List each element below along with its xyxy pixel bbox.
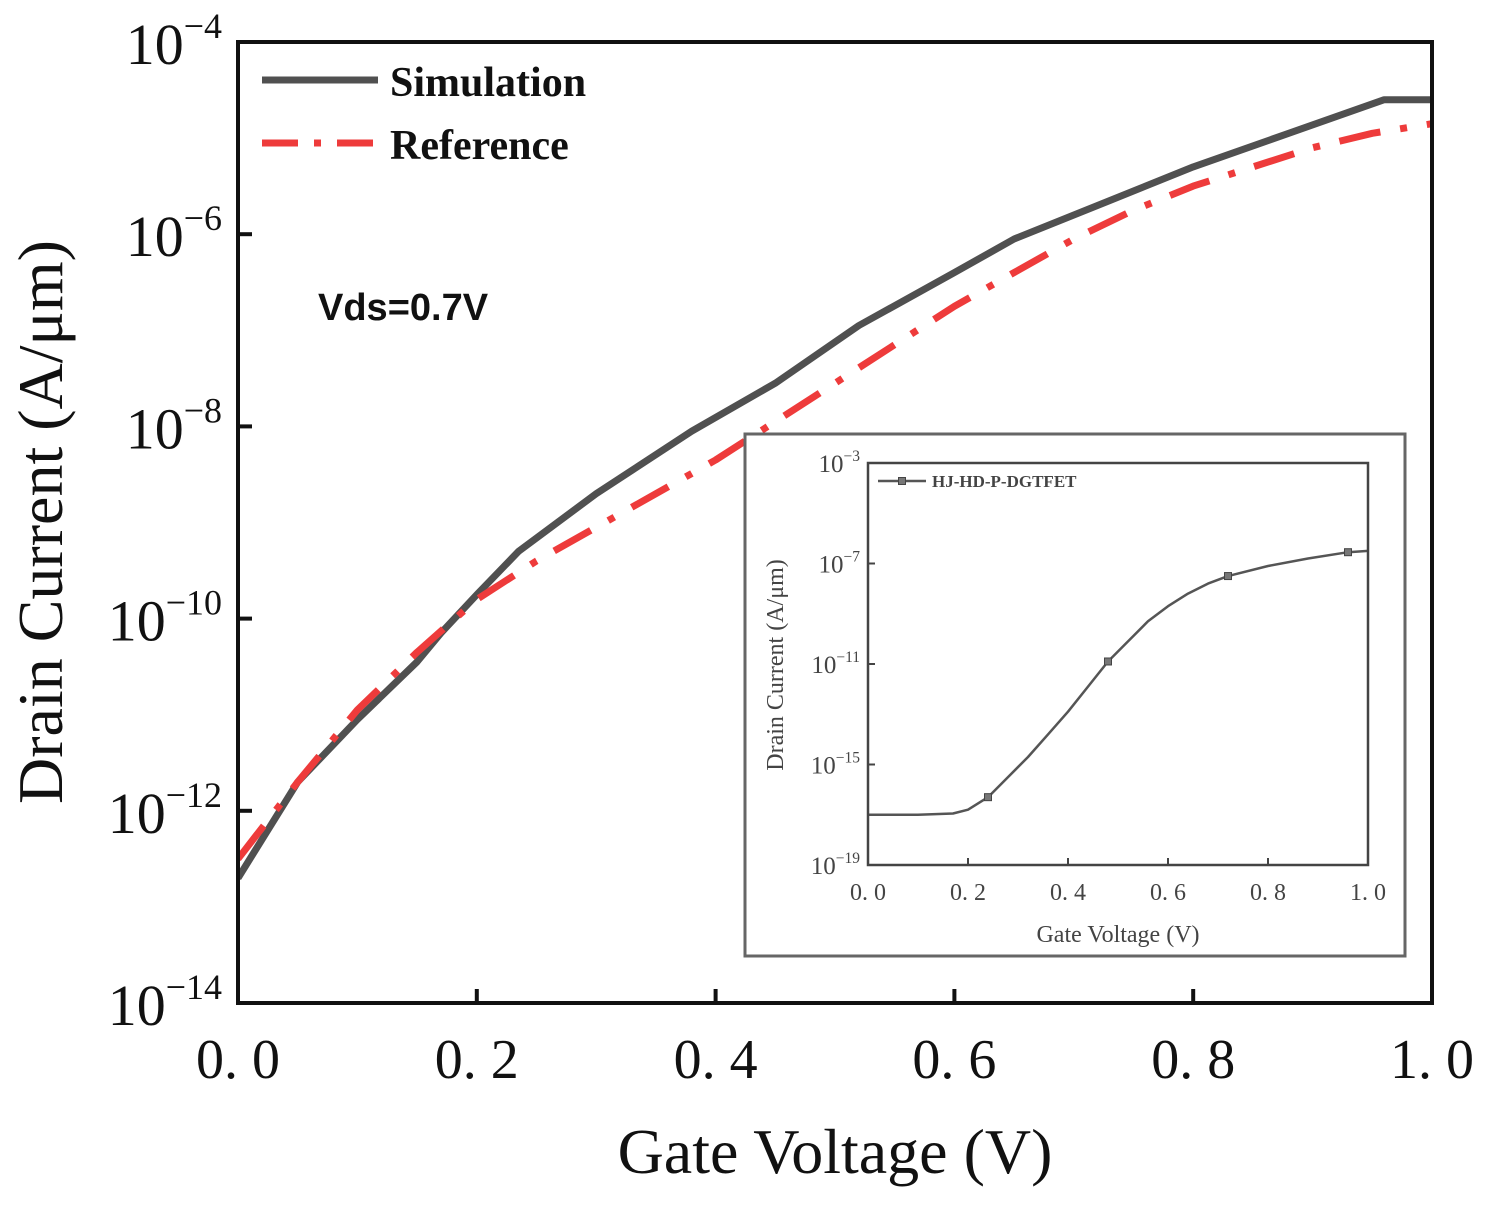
y-tick-label: 10−12 <box>108 775 222 846</box>
main-plot-frame <box>236 40 1434 1005</box>
y-tick-label: 10−8 <box>126 390 222 461</box>
x-tick-label: 0. 0 <box>196 1029 280 1091</box>
inset-y-tick-label: 10−19 <box>811 850 860 880</box>
x-tick-label: 0. 2 <box>435 1029 519 1091</box>
inset-x-tick-label: 0. 0 <box>850 880 886 906</box>
legend-label-reference: Reference <box>390 123 569 169</box>
inset-x-tick-label: 1. 0 <box>1350 880 1386 906</box>
x-tick-label: 0. 4 <box>674 1029 758 1091</box>
inset-legend-label: HJ-HD-P-DGTFET <box>932 472 1077 491</box>
x-tick-label: 1. 0 <box>1390 1029 1474 1091</box>
inset-x-axis-label: Gate Voltage (V) <box>1036 922 1199 948</box>
annotation-vds: Vds=0.7V <box>318 287 489 329</box>
x-tick-label: 0. 8 <box>1151 1029 1235 1091</box>
inset-y-axis-label: Drain Current (A/μm) <box>763 559 789 770</box>
inset-y-tick-label: 10−7 <box>819 549 861 579</box>
y-axis-label: Drain Current (A/μm) <box>5 240 76 804</box>
inset-data-marker <box>1344 548 1352 557</box>
inset-x-tick-label: 0. 2 <box>950 880 986 906</box>
series-line-reference <box>238 120 1432 862</box>
inset-y-tick-label: 10−3 <box>819 448 861 478</box>
inset-x-tick-label: 0. 8 <box>1250 880 1286 906</box>
inset-x-tick-label: 0. 4 <box>1050 880 1086 906</box>
inset-data-marker <box>1224 572 1232 581</box>
inset-data-marker <box>1104 657 1112 666</box>
y-tick-label: 10−10 <box>108 583 222 654</box>
inset-legend-marker <box>898 477 906 485</box>
inset-data-marker <box>984 793 992 802</box>
inset-chart: 0. 0 0. 2 0. 4 0. 6 0. 8 1. 0 10−19 10−15 10−11 1… <box>743 432 1407 958</box>
inset-x-tick-label: 0. 6 <box>1150 880 1186 906</box>
y-tick-label: 10−4 <box>126 6 222 77</box>
inset-y-tick-label: 10−11 <box>811 649 860 679</box>
y-tick-label: 10−14 <box>108 967 222 1038</box>
main-chart: 0. 0 0. 2 0. 4 0. 6 0. 8 1. 0 10−14 10−12 10−10 1… <box>5 6 1474 1187</box>
inset-frame <box>743 432 1407 958</box>
inset-y-tick-label: 10−15 <box>811 750 860 780</box>
y-tick-label: 10−6 <box>126 198 222 269</box>
series-line-simulation <box>238 96 1432 880</box>
legend-label-simulation: Simulation <box>390 60 586 106</box>
x-tick-label: 0. 6 <box>912 1029 996 1091</box>
x-axis-label: Gate Voltage (V) <box>618 1116 1053 1187</box>
